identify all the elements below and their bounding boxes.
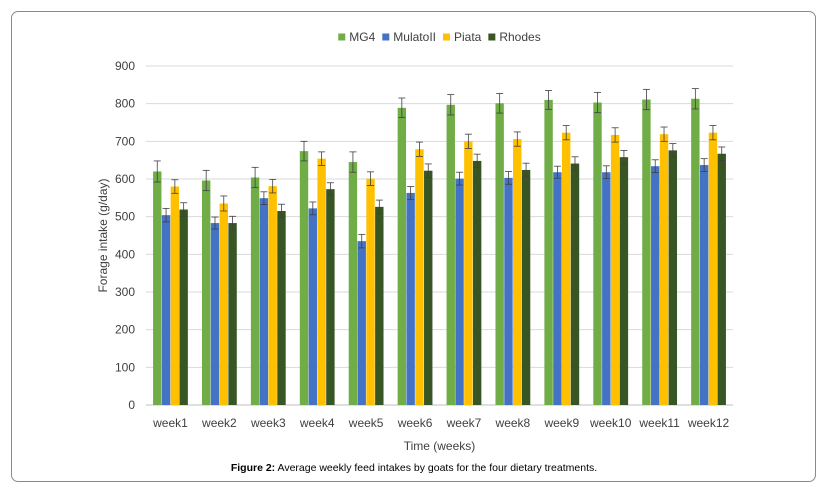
- bar-mulatoii-week3: [259, 198, 269, 405]
- legend-label: Rhodes: [499, 30, 540, 44]
- bar-piata-week10: [610, 134, 620, 405]
- y-tick-label: 900: [115, 59, 135, 73]
- bar-mulatoii-week1: [161, 215, 171, 405]
- bar-mg4-week3: [250, 177, 260, 405]
- bar-mg4-week4: [299, 151, 309, 405]
- bar-rhodes-week11: [668, 150, 678, 405]
- bar-piata-week12: [708, 132, 718, 406]
- y-tick-label: 400: [115, 247, 135, 261]
- bar-mulatoii-week12: [699, 165, 709, 405]
- x-tick-label: week2: [201, 416, 237, 430]
- bar-mulatoii-week8: [504, 177, 513, 405]
- x-tick-label: week3: [250, 416, 286, 430]
- bar-rhodes-week1: [179, 209, 188, 405]
- caption-label: Figure 2:: [230, 462, 276, 474]
- legend-label: Piata: [454, 30, 482, 44]
- x-tick-label: week5: [348, 416, 384, 430]
- bar-mulatoii-week2: [210, 223, 220, 405]
- bar-rhodes-week7: [472, 160, 482, 405]
- legend-swatch-mulatoii: [382, 33, 390, 41]
- x-tick-label: week12: [687, 416, 730, 430]
- bar-mulatoii-week6: [406, 192, 415, 405]
- y-tick-label: 200: [115, 323, 135, 337]
- legend-label: MulatoII: [393, 30, 436, 44]
- bar-rhodes-week6: [424, 170, 433, 405]
- bar-piata-week7: [464, 141, 473, 406]
- x-tick-label: week11: [638, 416, 680, 430]
- bar-mg4-week12: [691, 98, 700, 406]
- bar-mulatoii-week4: [308, 208, 318, 405]
- bar-piata-week9: [561, 132, 571, 406]
- x-tick-label: week6: [397, 416, 433, 430]
- y-tick-label: 800: [115, 97, 135, 111]
- bar-rhodes-week3: [277, 211, 286, 405]
- bar-mg4-week10: [593, 102, 602, 405]
- bar-mg4-week2: [201, 180, 211, 405]
- x-tick-label: week4: [299, 416, 335, 430]
- bar-rhodes-week5: [375, 206, 384, 405]
- y-axis-title: Forage intake (g/day): [96, 178, 110, 292]
- x-tick-label: week9: [543, 416, 579, 430]
- bar-mulatoii-week7: [455, 178, 464, 405]
- bar-rhodes-week4: [326, 189, 335, 405]
- y-tick-label: 300: [115, 285, 135, 299]
- legend-swatch-piata: [442, 33, 450, 41]
- caption-text: Average weekly feed intakes by goats for…: [275, 462, 598, 474]
- bar-piata-week5: [366, 178, 375, 405]
- bar-piata-week1: [170, 186, 180, 405]
- x-tick-label: week1: [152, 416, 188, 430]
- bar-mg4-week5: [348, 162, 358, 405]
- bar-mulatoii-week5: [357, 241, 366, 405]
- bar-mg4-week8: [495, 103, 504, 405]
- legend-swatch-rhodes: [488, 33, 496, 41]
- bar-mulatoii-week10: [602, 172, 611, 405]
- bar-piata-week11: [659, 134, 669, 405]
- bar-rhodes-week10: [619, 157, 629, 405]
- x-tick-label: week10: [589, 416, 632, 430]
- bar-piata-week6: [415, 149, 424, 405]
- bar-rhodes-week12: [717, 153, 726, 405]
- y-tick-label: 100: [115, 360, 135, 374]
- bar-piata-week2: [219, 203, 228, 405]
- y-tick-label: 0: [128, 398, 135, 412]
- y-tick-label: 500: [115, 210, 135, 224]
- bar-mulatoii-week9: [553, 172, 562, 405]
- bar-piata-week4: [317, 158, 326, 405]
- bar-mg4-week9: [544, 99, 553, 406]
- figure-caption: Figure 2: Average weekly feed intakes by…: [0, 462, 828, 474]
- bar-mg4-week11: [642, 99, 651, 406]
- bar-mg4-week6: [397, 107, 407, 405]
- bar-mg4-week1: [153, 171, 162, 405]
- y-tick-label: 600: [115, 172, 135, 186]
- x-tick-label: week8: [495, 416, 531, 430]
- x-axis-title: Time (weeks): [404, 439, 476, 453]
- bar-rhodes-week8: [521, 169, 531, 405]
- legend-swatch-mg4: [338, 33, 346, 41]
- bar-rhodes-week9: [570, 163, 580, 405]
- x-tick-label: week7: [446, 416, 482, 430]
- legend-label: MG4: [349, 30, 375, 44]
- bar-rhodes-week2: [228, 223, 237, 405]
- bar-mulatoii-week11: [651, 166, 660, 405]
- bar-piata-week3: [268, 186, 277, 405]
- bar-piata-week8: [513, 139, 522, 405]
- y-tick-label: 700: [115, 134, 135, 148]
- bar-mg4-week7: [446, 104, 455, 406]
